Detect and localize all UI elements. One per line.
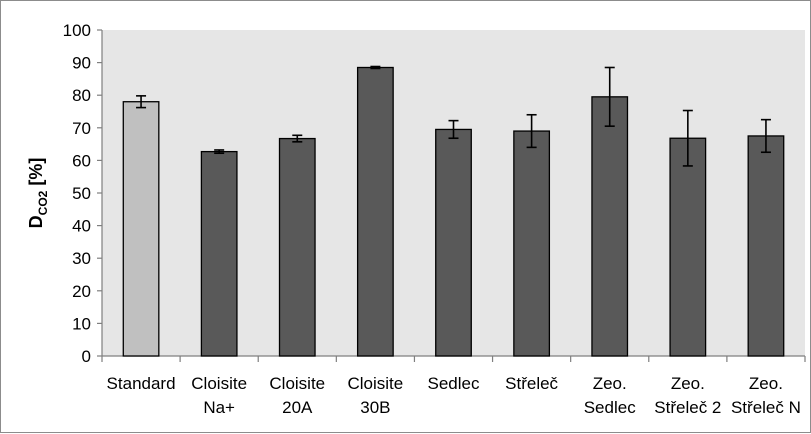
bar-zeo--střeleč-2	[669, 137, 707, 357]
bar-standard	[122, 101, 160, 357]
y-tick-label: 40	[72, 217, 91, 236]
x-tick-label: Cloisite 30B	[348, 374, 404, 417]
y-axis: 0 10 20 30 40 50 60 70 80 90 100	[63, 21, 103, 366]
x-tick-label: Sedlec	[428, 374, 480, 393]
x-axis: Standard Cloisite Na+ Cloisite 20A Cloisite 30…	[101, 355, 806, 417]
y-tick-label: 80	[72, 86, 91, 105]
y-tick-label: 20	[72, 282, 91, 301]
bar-střeleč	[513, 130, 551, 357]
bar-zeo--střeleč-n	[747, 135, 785, 357]
bar-cloisite-20a	[278, 137, 316, 357]
bar-cloisite-30b	[356, 66, 394, 357]
x-tick-label: Cloisite 20A	[269, 374, 325, 417]
x-tick-label: Zeo. Střeleč N	[731, 374, 801, 417]
x-tick-label: Cloisite Na+	[191, 374, 247, 417]
x-tick-label: Zeo. Sedlec	[584, 374, 636, 417]
y-tick-label: 60	[72, 151, 91, 170]
y-tick-label: 70	[72, 119, 91, 138]
x-tick-label: Střeleč	[505, 374, 558, 393]
y-axis-label: DCO2 [%]	[26, 158, 50, 229]
error-bars	[136, 65, 771, 167]
x-tick-label: Zeo. Střeleč 2	[654, 374, 721, 417]
y-tick-label: 10	[72, 314, 91, 333]
bar-sedlec	[435, 128, 472, 357]
y-tick-label: 30	[72, 249, 91, 268]
bar-cloisite-na+	[200, 150, 238, 357]
x-tick-label: Standard	[107, 374, 176, 393]
bar-zeo--sedlec	[591, 96, 629, 357]
y-tick-label: 100	[63, 21, 91, 40]
y-tick-label: 90	[72, 54, 91, 73]
y-tick-label: 0	[82, 347, 91, 366]
y-tick-label: 50	[72, 184, 91, 203]
